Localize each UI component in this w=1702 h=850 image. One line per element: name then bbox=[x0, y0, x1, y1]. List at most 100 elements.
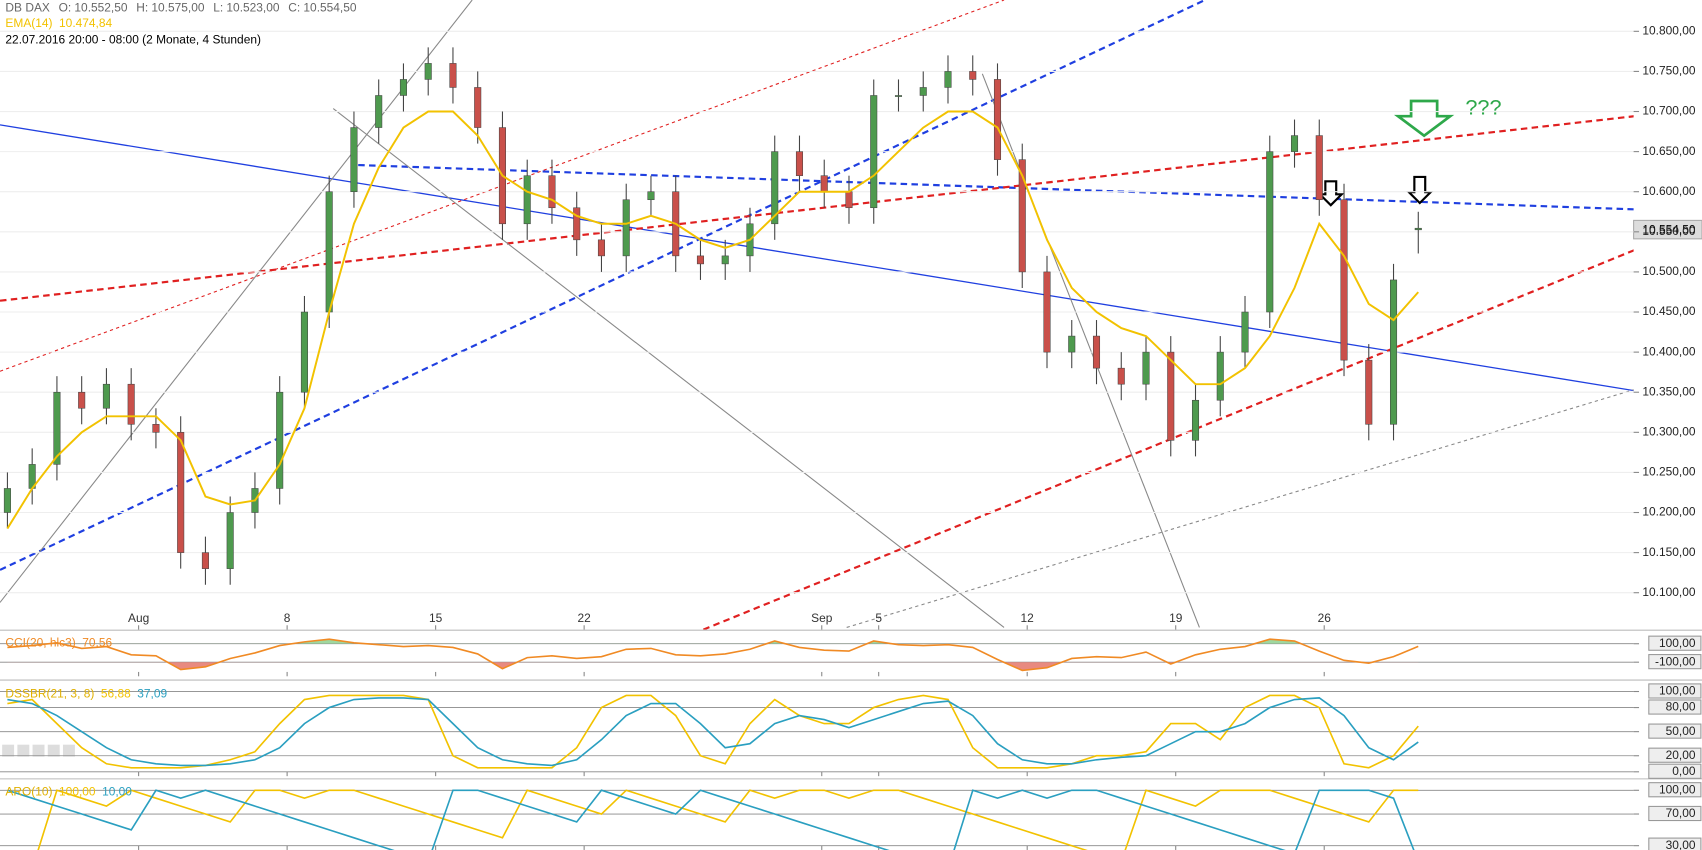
y-tick-box bbox=[1648, 635, 1702, 651]
candle-body bbox=[102, 383, 110, 409]
y-tick-box bbox=[1648, 763, 1702, 779]
candle-body bbox=[1315, 135, 1323, 201]
indicator-line bbox=[7, 789, 1415, 850]
indicator-value: 100,00 bbox=[59, 785, 96, 799]
trend-line bbox=[702, 249, 1634, 630]
candle-body bbox=[969, 71, 977, 80]
candle-body bbox=[177, 432, 185, 553]
price-tag bbox=[1633, 219, 1702, 240]
y-tick-box bbox=[1648, 805, 1702, 822]
tool-button[interactable] bbox=[47, 744, 60, 757]
candle-body bbox=[573, 207, 581, 241]
tool-button[interactable] bbox=[2, 744, 15, 757]
y-tick-box bbox=[1648, 782, 1702, 798]
x-tick-label: Sep bbox=[811, 611, 833, 625]
y-tick-label: 10.400,00 bbox=[1642, 344, 1695, 358]
candle-body bbox=[1191, 399, 1200, 441]
candle-body bbox=[721, 255, 729, 265]
y-tick-label: 10.750,00 bbox=[1642, 64, 1695, 78]
x-tick-label: 26 bbox=[1318, 611, 1332, 625]
y-tick-label: 100,00 bbox=[1659, 782, 1696, 796]
indicator-value: 70,56 bbox=[82, 636, 112, 650]
candle-body bbox=[1043, 271, 1051, 353]
ohlc-key: C: bbox=[288, 1, 300, 15]
trend-lines bbox=[0, 0, 1634, 630]
candle-body bbox=[1216, 351, 1224, 401]
ohlc-key: H: bbox=[136, 1, 148, 15]
candle-body bbox=[795, 151, 804, 176]
y-tick-box bbox=[1648, 654, 1702, 670]
candle-body bbox=[647, 191, 655, 201]
y-tick-label: 10.500,00 bbox=[1642, 264, 1695, 278]
candle-body bbox=[375, 95, 383, 128]
ema-line bbox=[6, 110, 1419, 530]
candle-body bbox=[1340, 199, 1348, 361]
tool-button[interactable] bbox=[17, 744, 30, 757]
y-tick-label: 10.200,00 bbox=[1642, 505, 1695, 519]
period-label: 22.07.2016 20:00 - 08:00 (2 Monate, 4 St… bbox=[5, 32, 261, 46]
ohlc-value: 10.575,00 bbox=[151, 1, 204, 15]
candle-body bbox=[78, 391, 86, 409]
candle-body bbox=[523, 175, 531, 225]
candle-body bbox=[597, 239, 605, 257]
candle-body bbox=[1290, 135, 1299, 152]
candle-body bbox=[1117, 367, 1125, 385]
trend-line bbox=[0, 0, 1206, 571]
y-tick-label: 20,00 bbox=[1666, 748, 1696, 762]
y-tick-label: 10.800,00 bbox=[1642, 23, 1695, 37]
y-tick-label: 10.550,00 bbox=[1642, 224, 1695, 238]
x-tick-label: 8 bbox=[284, 611, 291, 625]
indicator-title: CCI(20, hlc3) bbox=[5, 636, 75, 650]
header: EMA(14) 10.474,84 bbox=[5, 16, 112, 30]
ohlc-key: O: bbox=[59, 1, 72, 15]
indicator-line bbox=[7, 697, 1419, 767]
candle-body bbox=[1167, 351, 1175, 441]
y-tick-label: 10.250,00 bbox=[1642, 465, 1695, 479]
candle-body bbox=[1092, 335, 1101, 369]
arrow-marker bbox=[1406, 175, 1434, 205]
y-tick-box bbox=[1648, 837, 1702, 850]
arrow-marker bbox=[1317, 180, 1345, 207]
indicator-value: 56,88 bbox=[101, 687, 131, 701]
price-tag-label: 10.554,50 bbox=[1642, 222, 1695, 236]
header: DB DAX O: 10.552,50 H: 10.575,00 L: 10.523,00 C… bbox=[5, 1, 356, 15]
candle-body bbox=[870, 95, 878, 209]
y-tick-label: 10.150,00 bbox=[1642, 545, 1695, 559]
y-tick-label: 50,00 bbox=[1666, 724, 1696, 738]
candle-body bbox=[1389, 279, 1398, 425]
candle-body bbox=[3, 488, 11, 513]
x-tick-label: 19 bbox=[1169, 611, 1183, 625]
y-tick-label: 100,00 bbox=[1659, 636, 1696, 650]
x-tick-label: 15 bbox=[429, 611, 443, 625]
y-tick-label: 30,00 bbox=[1666, 838, 1696, 850]
indicator bbox=[7, 789, 1419, 850]
ohlc-key: L: bbox=[213, 1, 223, 15]
candle-body bbox=[1142, 351, 1150, 385]
candle-body bbox=[1018, 159, 1026, 273]
ohlc-value: 10.523,00 bbox=[226, 1, 279, 15]
candle-body bbox=[127, 383, 135, 425]
cci-fill-above bbox=[7, 639, 1419, 644]
candle-body bbox=[152, 424, 160, 433]
y-tick-box bbox=[1648, 747, 1702, 763]
candle-body bbox=[919, 87, 927, 96]
ohlc-value: 10.552,50 bbox=[74, 1, 127, 15]
y-tick-label: 10.450,00 bbox=[1642, 304, 1695, 318]
indicator-value: 10,00 bbox=[102, 785, 132, 799]
candle-body bbox=[474, 87, 482, 128]
candle-body bbox=[894, 95, 903, 97]
candle-body bbox=[53, 391, 61, 465]
tool-button[interactable] bbox=[62, 744, 75, 757]
ema-value: 10.474,84 bbox=[59, 16, 112, 30]
ema-name: EMA(14) bbox=[5, 16, 52, 30]
y-tick-label: 0,00 bbox=[1672, 764, 1696, 778]
candle-body bbox=[1414, 227, 1422, 231]
instrument: DB DAX bbox=[5, 1, 49, 15]
tool-button[interactable] bbox=[32, 744, 45, 757]
y-tick-label: 70,00 bbox=[1666, 806, 1696, 820]
candle-body bbox=[548, 175, 556, 209]
y-tick-label: 10.350,00 bbox=[1642, 384, 1695, 398]
candle-body bbox=[845, 191, 853, 209]
trend-line bbox=[358, 163, 1634, 211]
